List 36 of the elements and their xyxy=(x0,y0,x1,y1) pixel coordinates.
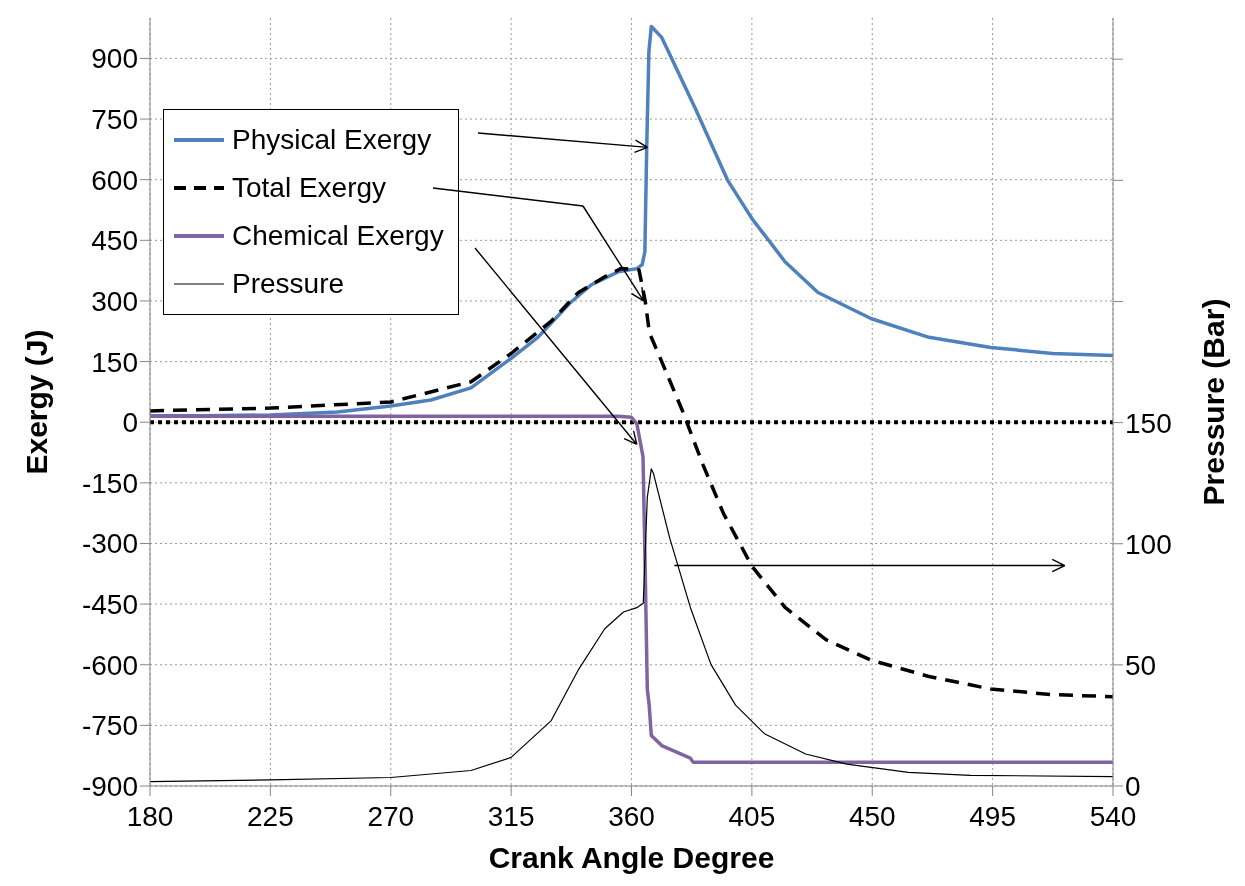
y-tick-label: -900 xyxy=(81,770,138,802)
x-axis-title: Crank Angle Degree xyxy=(488,841,775,874)
x-tick-label: 540 xyxy=(1089,800,1137,832)
x-tick-label: 495 xyxy=(969,800,1016,832)
y2-axis-title: Pressure (Bar) xyxy=(1196,298,1230,506)
y-tick-label: 900 xyxy=(91,43,138,75)
legend-label: Physical Exergy xyxy=(232,123,432,157)
x-tick-label: 360 xyxy=(608,800,655,832)
y-tick-label: -750 xyxy=(81,710,138,742)
line-series xyxy=(150,414,1113,764)
y2-tick-label: 100 xyxy=(1125,528,1172,560)
y-tick-label: -450 xyxy=(81,589,138,621)
legend-label: Chemical Exergy xyxy=(232,219,444,253)
y-axis-title: Exergy (J) xyxy=(19,329,53,475)
y-tick-label: -300 xyxy=(81,528,138,560)
y-tick-label: 150 xyxy=(91,346,138,378)
x-tick-label: 270 xyxy=(367,800,415,832)
x-tick-label: 405 xyxy=(728,800,776,832)
line-series xyxy=(150,468,1113,783)
x-tick-label: 180 xyxy=(126,800,174,832)
line-series xyxy=(150,266,1113,699)
y2-tick-label: 0 xyxy=(1125,770,1141,802)
y2-tick-label: 150 xyxy=(1125,407,1172,439)
x-tick-label: 450 xyxy=(848,800,896,832)
y-tick-label: 750 xyxy=(91,103,138,135)
y-tick-label: 600 xyxy=(91,164,138,196)
x-tick-label: 315 xyxy=(487,800,535,832)
y-tick-label: -600 xyxy=(81,649,138,681)
legend-label: Pressure xyxy=(232,267,345,301)
y-tick-label: 0 xyxy=(122,407,138,439)
y-tick-label: 450 xyxy=(91,225,138,257)
x-tick-label: 225 xyxy=(247,800,294,832)
legend-label: Total Exergy xyxy=(232,171,387,205)
y2-tick-label: 50 xyxy=(1125,649,1157,681)
y-tick-label: 300 xyxy=(91,285,138,317)
y-tick-label: -150 xyxy=(81,467,138,499)
